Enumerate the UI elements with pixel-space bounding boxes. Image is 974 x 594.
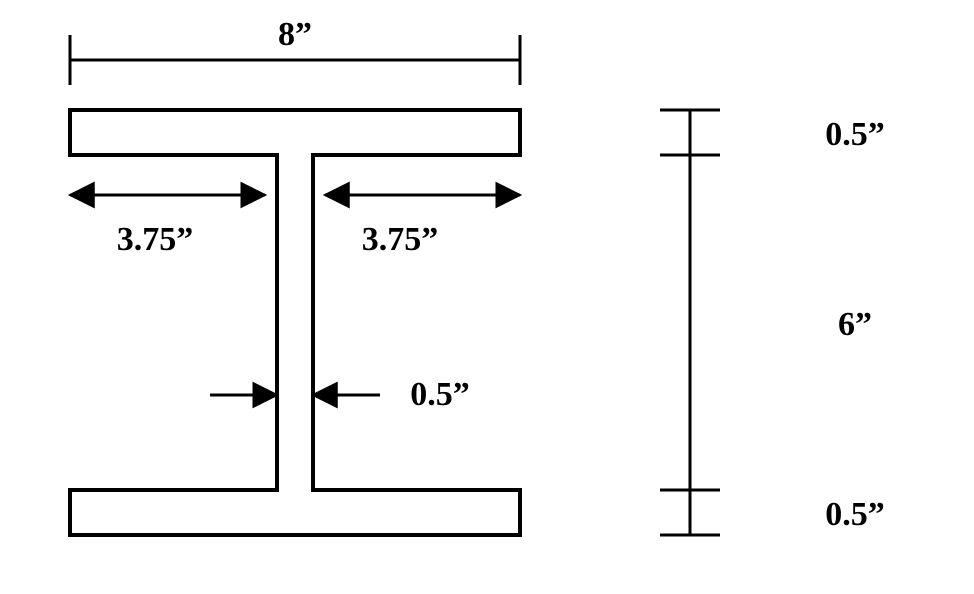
label-web-height: 6” [838,306,872,343]
bottom-flange [70,490,520,535]
label-right-half: 3.75” [362,221,439,258]
label-top-width: 8” [278,16,312,53]
ibeam-shape [70,110,520,535]
ibeam-diagram: 8” 3.75” 3.75” 0.5” 0.5” 6” 0.5” [0,0,974,594]
label-left-half: 3.75” [117,221,194,258]
label-bottom-flange-thick: 0.5” [825,496,885,533]
joint-cover-bottom [279,486,311,494]
web [277,155,313,490]
label-top-flange-thick: 0.5” [825,116,885,153]
label-web-thick: 0.5” [410,376,470,413]
dimension-labels: 8” 3.75” 3.75” 0.5” 0.5” 6” 0.5” [117,16,885,533]
joint-cover-top [279,151,311,159]
top-flange [70,110,520,155]
